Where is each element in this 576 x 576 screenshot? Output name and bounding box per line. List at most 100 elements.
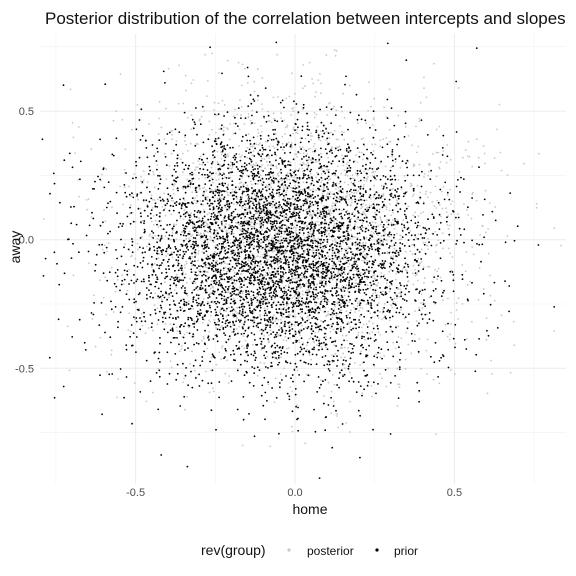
prior-point [338,304,341,307]
prior-point [276,249,278,251]
posterior-point [487,228,489,230]
prior-point [296,265,299,268]
posterior-point [325,278,328,280]
posterior-point [243,123,246,125]
posterior-point [325,335,327,338]
posterior-point [493,157,496,159]
prior-point [334,172,337,175]
prior-point [217,163,220,166]
posterior-point [435,251,438,253]
posterior-point [303,163,305,166]
prior-point [370,304,373,307]
prior-point [311,201,314,204]
posterior-point [291,390,293,393]
prior-point [310,182,313,185]
posterior-point [315,203,317,206]
posterior-point [337,186,340,189]
prior-point [279,386,281,389]
posterior-point [237,61,240,64]
prior-point [384,252,386,254]
prior-point [302,173,305,175]
prior-point [369,234,372,237]
posterior-point [169,323,172,325]
posterior-point [386,251,389,253]
prior-point [375,228,377,231]
posterior-point [209,175,212,177]
posterior-point [368,333,371,335]
posterior-point [428,296,431,299]
posterior-point [407,321,409,324]
prior-point [448,198,451,201]
posterior-point [341,158,343,161]
prior-point [437,376,439,378]
posterior-point [190,128,193,131]
posterior-point [308,354,311,356]
posterior-point [206,347,209,350]
prior-point [454,323,457,326]
posterior-point [361,392,364,394]
prior-point [391,153,394,156]
posterior-point [422,211,425,213]
posterior-point [180,345,183,347]
posterior-point [334,352,337,355]
posterior-point [329,178,332,181]
posterior-point [324,307,327,309]
posterior-point [415,125,417,128]
posterior-point [423,173,426,175]
posterior-point [423,87,425,90]
posterior-point [237,292,240,295]
prior-point [347,232,349,235]
posterior-point [300,286,303,289]
posterior-point [198,217,201,220]
prior-point [288,271,290,274]
posterior-point [306,312,309,314]
prior-point [334,204,337,207]
posterior-point [206,242,209,245]
posterior-point [318,212,321,215]
posterior-point [417,215,420,217]
posterior-point [280,117,282,119]
posterior-point [332,107,334,110]
posterior-point [420,261,423,263]
posterior-point [277,207,279,210]
posterior-point [439,161,442,163]
posterior-point [360,259,363,262]
posterior-point [163,138,166,140]
posterior-point [436,278,439,281]
posterior-point [371,221,374,224]
prior-point [329,245,331,248]
posterior-point [405,331,408,334]
posterior-point [292,128,295,131]
posterior-point [273,198,276,201]
prior-point [267,139,269,142]
posterior-point [274,232,277,235]
posterior-point [251,253,254,255]
posterior-point [258,265,261,268]
prior-point [288,226,290,229]
posterior-point [242,183,245,186]
prior-point [63,159,66,162]
posterior-point [341,268,344,271]
prior-point [371,295,373,297]
prior-point [267,338,269,340]
prior-point [398,155,401,157]
posterior-point [177,102,180,105]
prior-point [241,310,244,313]
posterior-point [296,112,299,115]
posterior-point [261,331,263,334]
prior-point [135,160,137,163]
posterior-point [323,204,325,207]
posterior-point [178,64,181,67]
prior-point [153,245,155,248]
posterior-point [354,298,357,301]
posterior-point [74,152,77,155]
posterior-point [87,198,90,200]
posterior-point [320,181,323,184]
prior-point [174,276,177,279]
posterior-point [340,297,342,299]
posterior-point [285,247,288,249]
posterior-point [395,297,398,300]
prior-point [366,299,369,302]
posterior-point [351,174,354,177]
prior-point [322,195,324,197]
